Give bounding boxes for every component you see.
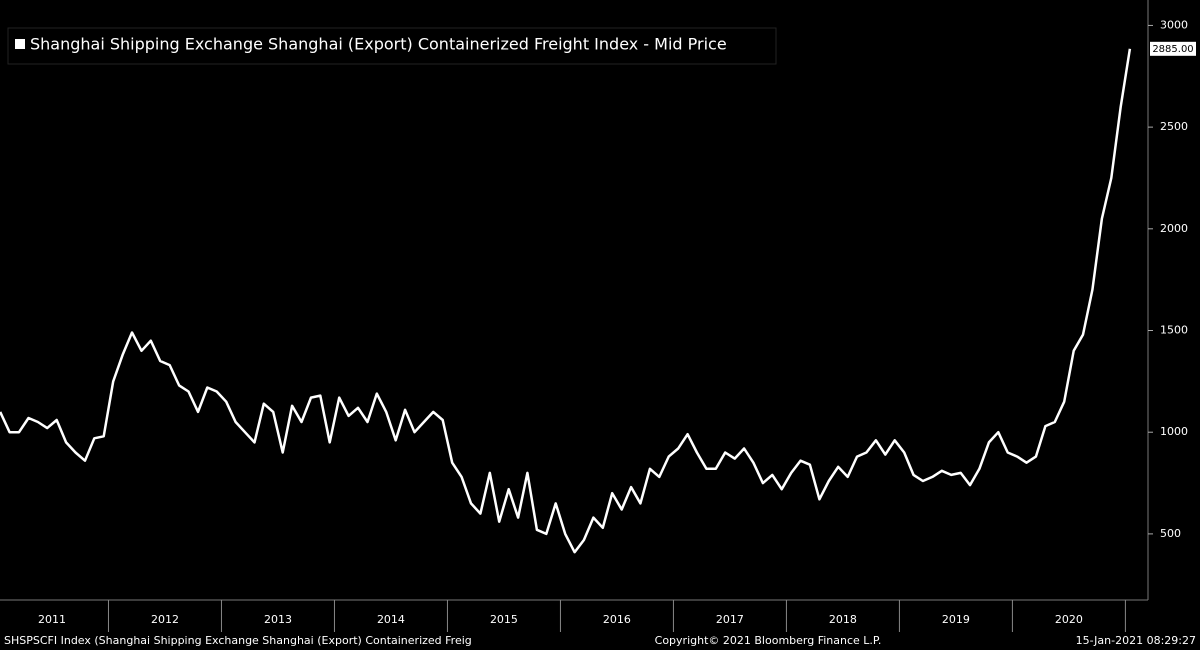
x-tick-label: 2015	[490, 613, 518, 626]
footer-center: Copyright© 2021 Bloomberg Finance L.P.	[655, 634, 882, 647]
x-tick-label: 2011	[38, 613, 66, 626]
legend-swatch	[15, 39, 25, 49]
y-tick-label: 2500	[1160, 120, 1188, 133]
y-tick-label: 500	[1160, 527, 1181, 540]
x-tick-label: 2016	[603, 613, 631, 626]
footer-left: SHSPSCFI Index (Shanghai Shipping Exchan…	[4, 634, 472, 647]
x-tick-label: 2018	[829, 613, 857, 626]
x-tick-label: 2012	[151, 613, 179, 626]
last-value-label: 2885.00	[1152, 44, 1193, 55]
y-tick-label: 1500	[1160, 324, 1188, 337]
footer-right: 15-Jan-2021 08:29:27	[1076, 634, 1196, 647]
legend-box	[7, 27, 777, 65]
x-tick-label: 2019	[942, 613, 970, 626]
legend-label: Shanghai Shipping Exchange Shanghai (Exp…	[30, 35, 727, 54]
x-tick-label: 2020	[1055, 613, 1083, 626]
series-line	[0, 48, 1132, 554]
y-tick-label: 2000	[1160, 222, 1188, 235]
y-tick-label: 1000	[1160, 425, 1188, 438]
y-tick-label: 3000	[1160, 18, 1188, 31]
x-tick-label: 2013	[264, 613, 292, 626]
x-tick-label: 2014	[377, 613, 405, 626]
last-value-box	[1150, 41, 1196, 56]
x-tick-label: 2017	[716, 613, 744, 626]
